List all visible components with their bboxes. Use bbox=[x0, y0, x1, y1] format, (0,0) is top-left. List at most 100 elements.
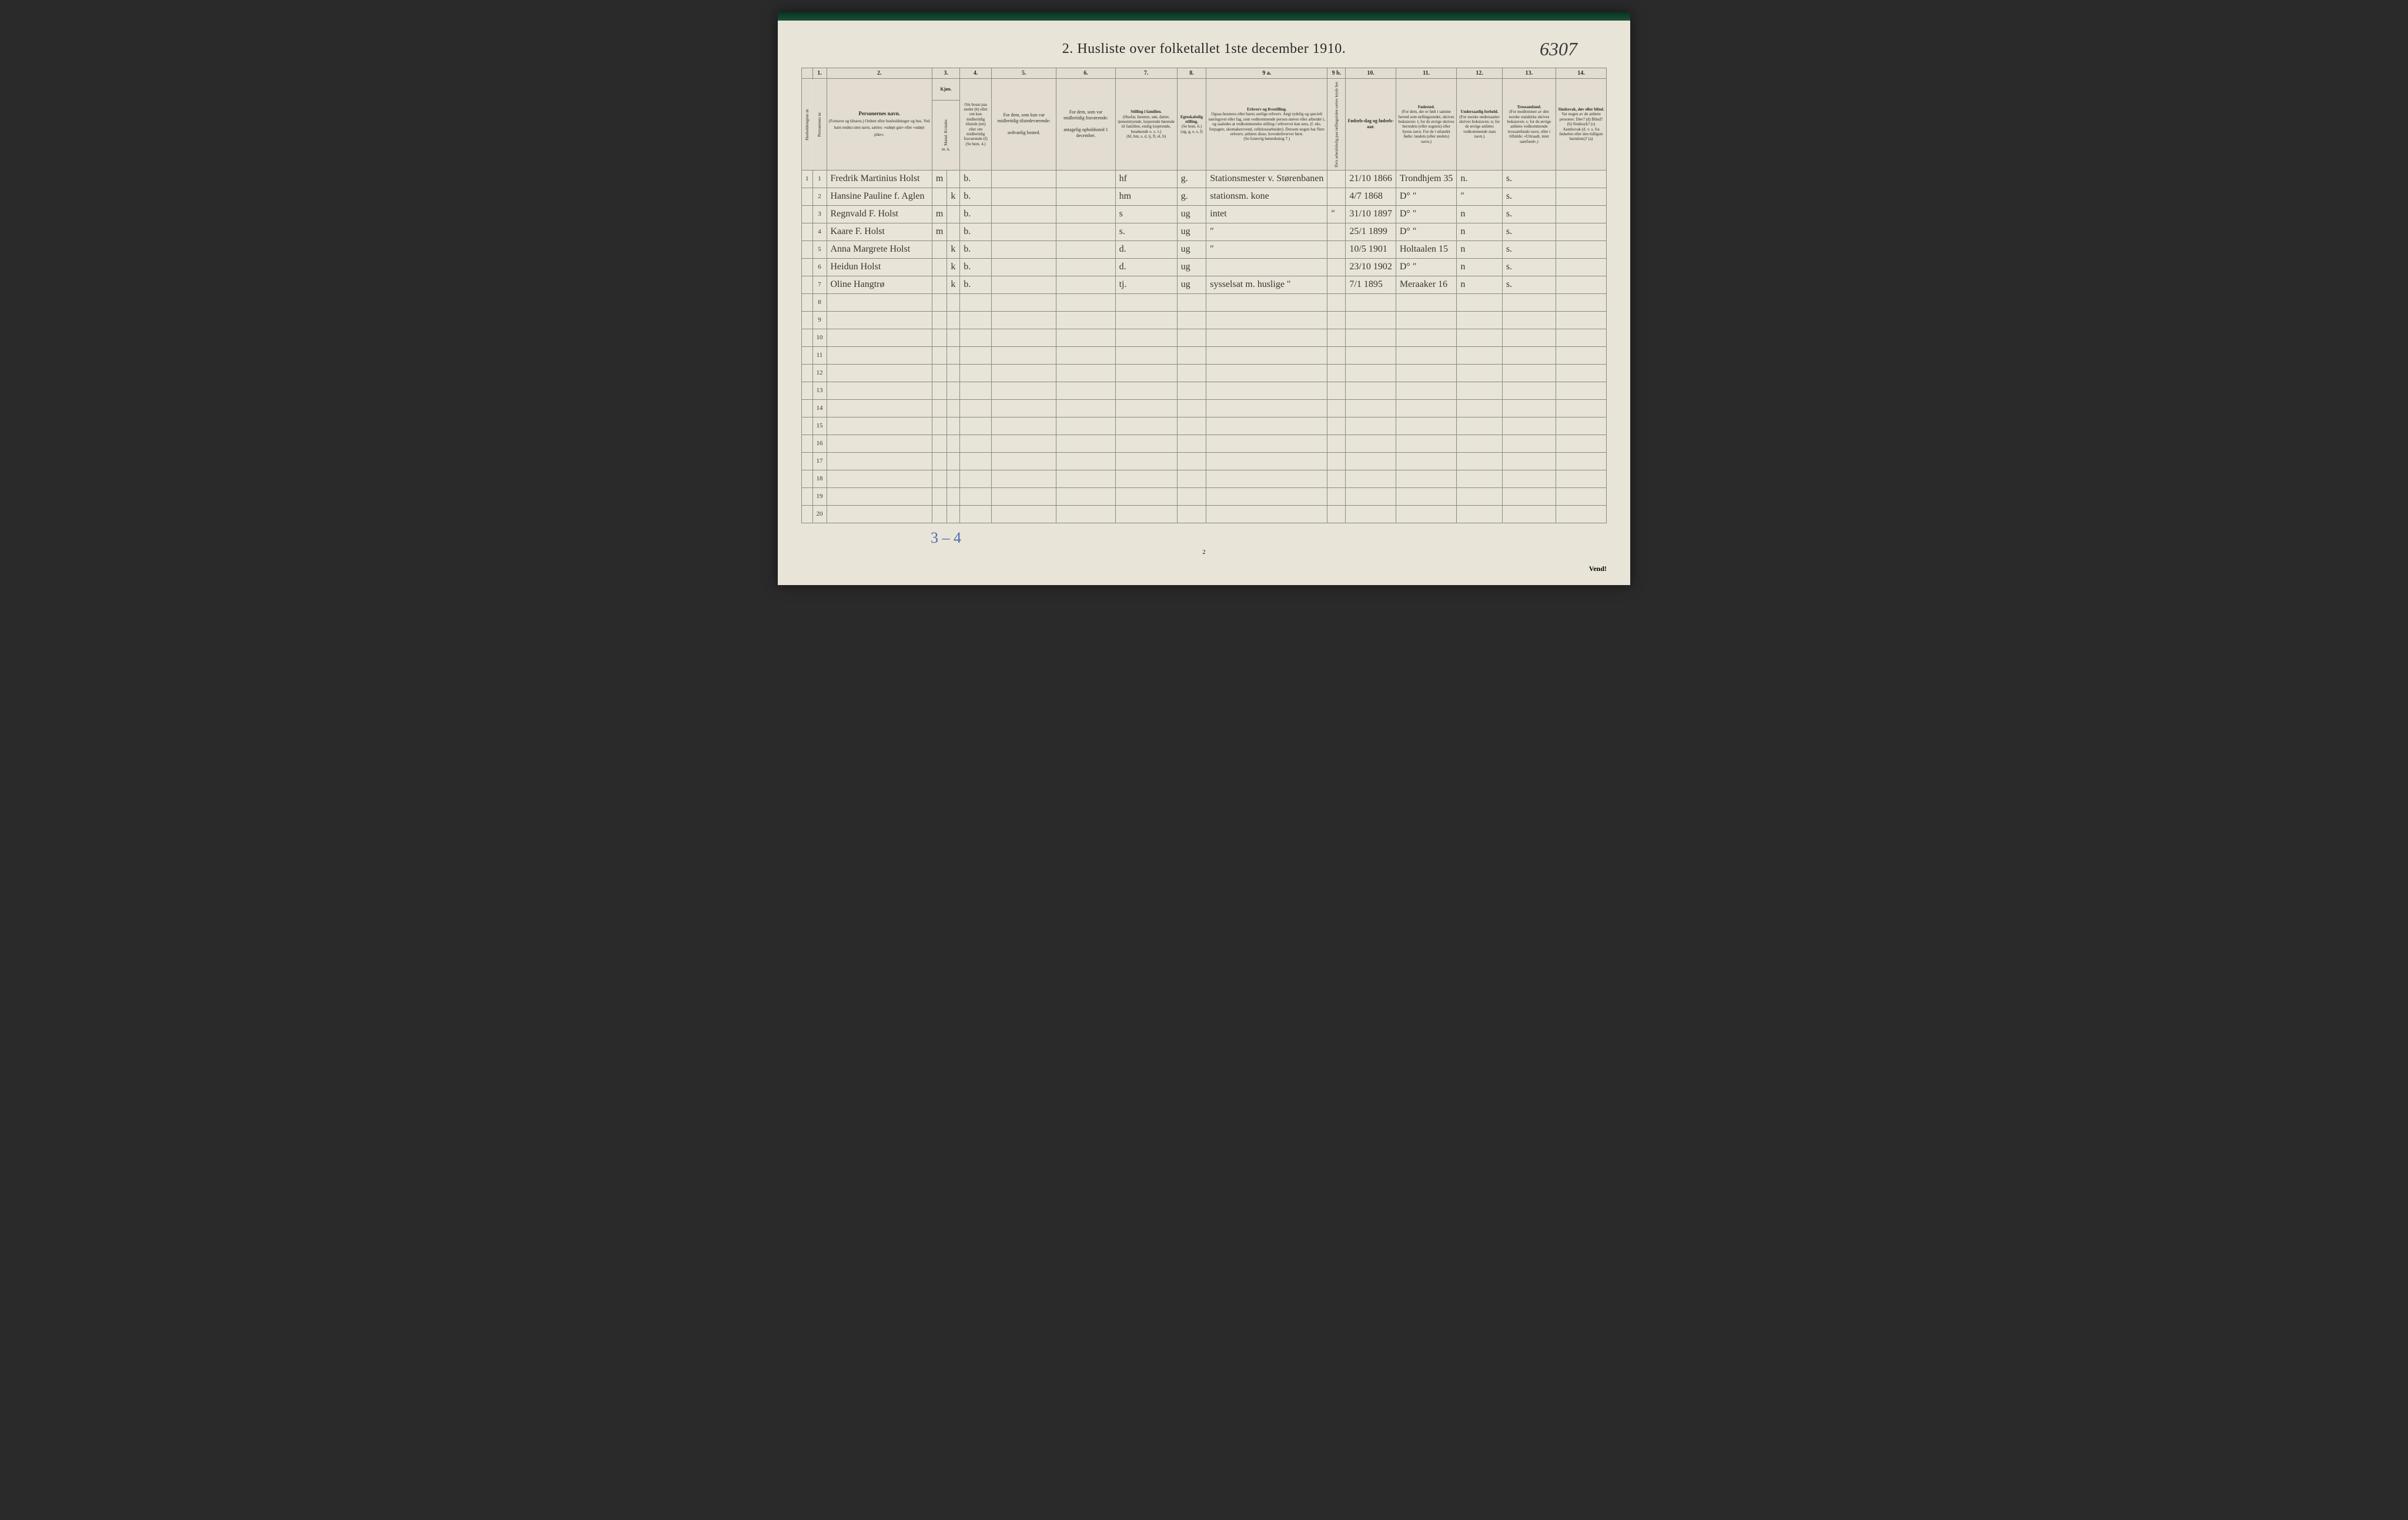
cell bbox=[1206, 452, 1327, 470]
table-row: 10 bbox=[802, 329, 1607, 346]
cell bbox=[1346, 382, 1396, 399]
cell bbox=[1556, 505, 1607, 523]
cell bbox=[1457, 487, 1502, 505]
cell bbox=[991, 205, 1056, 223]
cell bbox=[991, 311, 1056, 329]
cell bbox=[932, 346, 947, 364]
cell bbox=[1206, 470, 1327, 487]
cell bbox=[1327, 399, 1346, 417]
cell: s. bbox=[1115, 223, 1177, 240]
table-row: 5Anna Margrete Holstkb.d.ug″10/5 1901Hol… bbox=[802, 240, 1607, 258]
cell: 15 bbox=[812, 417, 827, 435]
cell: n bbox=[1457, 240, 1502, 258]
cell: 9 bbox=[812, 311, 827, 329]
cell bbox=[1327, 435, 1346, 452]
cell bbox=[1056, 399, 1115, 417]
table-row: 18 bbox=[802, 470, 1607, 487]
table-row: 19 bbox=[802, 487, 1607, 505]
cell bbox=[1556, 435, 1607, 452]
cell bbox=[991, 188, 1056, 205]
cell bbox=[1177, 364, 1206, 382]
cell bbox=[1056, 417, 1115, 435]
cell bbox=[802, 223, 813, 240]
cell bbox=[1502, 470, 1556, 487]
cell bbox=[827, 329, 932, 346]
cell bbox=[1556, 399, 1607, 417]
cell: Oline Hangtrø bbox=[827, 276, 932, 293]
cell: 25/1 1899 bbox=[1346, 223, 1396, 240]
cell: b. bbox=[960, 170, 992, 188]
cell: sysselsat m. huslige ″ bbox=[1206, 276, 1327, 293]
cell bbox=[802, 382, 813, 399]
cell bbox=[991, 223, 1056, 240]
cell bbox=[1327, 346, 1346, 364]
cell bbox=[1396, 382, 1457, 399]
head-midl-fravaer: For dem, som var midlertidig fraværende:… bbox=[1056, 79, 1115, 171]
cell bbox=[1327, 170, 1346, 188]
cell: s. bbox=[1502, 240, 1556, 258]
cell bbox=[932, 258, 947, 276]
cell bbox=[1346, 329, 1396, 346]
cell bbox=[947, 505, 960, 523]
census-page: 2. Husliste over folketallet 1ste decemb… bbox=[778, 12, 1630, 585]
cell bbox=[947, 435, 960, 452]
cell: m bbox=[932, 170, 947, 188]
table-row: 6Heidun Holstkb.d.ug23/10 1902D° ″ns. bbox=[802, 258, 1607, 276]
cell: 16 bbox=[812, 435, 827, 452]
cell bbox=[960, 505, 992, 523]
cell: ug bbox=[1177, 205, 1206, 223]
cell bbox=[1056, 329, 1115, 346]
head-arbeidsledig: Hvis arbeidsledig paa tællingstiden sætt… bbox=[1327, 79, 1346, 171]
cell bbox=[802, 435, 813, 452]
cell bbox=[1206, 293, 1327, 311]
table-row: 7Oline Hangtrøkb.tj.ugsysselsat m. husli… bbox=[802, 276, 1607, 293]
cell bbox=[802, 258, 813, 276]
cell bbox=[827, 346, 932, 364]
head-sindssvak: Sindssvak, døv eller blind. Var nogen av… bbox=[1556, 79, 1607, 171]
cell bbox=[1115, 382, 1177, 399]
cell bbox=[802, 346, 813, 364]
table-row: 2Hansine Pauline f. Aglenkb.hmg.stations… bbox=[802, 188, 1607, 205]
cell bbox=[802, 311, 813, 329]
table-row: 8 bbox=[802, 293, 1607, 311]
cell bbox=[1206, 399, 1327, 417]
cell bbox=[1502, 435, 1556, 452]
cell bbox=[1056, 276, 1115, 293]
cell bbox=[947, 329, 960, 346]
cell bbox=[1177, 329, 1206, 346]
blue-annotation: 3 – 4 bbox=[931, 529, 1607, 547]
cell bbox=[991, 417, 1056, 435]
head-bosat: Om bosat paa stedet (b) eller om kun mid… bbox=[960, 79, 992, 171]
cell bbox=[1396, 417, 1457, 435]
cell: m bbox=[932, 223, 947, 240]
col-num: 5. bbox=[991, 68, 1056, 79]
cell: 10 bbox=[812, 329, 827, 346]
cell: 3 bbox=[812, 205, 827, 223]
cell bbox=[1327, 188, 1346, 205]
cell bbox=[1457, 505, 1502, 523]
cell: hf bbox=[1115, 170, 1177, 188]
cell bbox=[1115, 417, 1177, 435]
cell bbox=[1396, 311, 1457, 329]
cell bbox=[1327, 293, 1346, 311]
cell: 23/10 1902 bbox=[1346, 258, 1396, 276]
cell bbox=[1457, 311, 1502, 329]
cell: D° ″ bbox=[1396, 223, 1457, 240]
cell bbox=[1115, 487, 1177, 505]
cell bbox=[1056, 293, 1115, 311]
table-row: 3Regnvald F. Holstmb.sugintet″31/10 1897… bbox=[802, 205, 1607, 223]
cell bbox=[1457, 435, 1502, 452]
cell bbox=[1556, 205, 1607, 223]
cell: d. bbox=[1115, 240, 1177, 258]
cell bbox=[1327, 505, 1346, 523]
cell bbox=[1056, 170, 1115, 188]
cell bbox=[1396, 487, 1457, 505]
cell: m bbox=[932, 205, 947, 223]
cell bbox=[932, 435, 947, 452]
cell: 4 bbox=[812, 223, 827, 240]
cell bbox=[947, 205, 960, 223]
cell bbox=[991, 240, 1056, 258]
cell bbox=[1457, 346, 1502, 364]
table-row: 11Fredrik Martinius Holstmb.hfg.Stations… bbox=[802, 170, 1607, 188]
cell: s bbox=[1115, 205, 1177, 223]
